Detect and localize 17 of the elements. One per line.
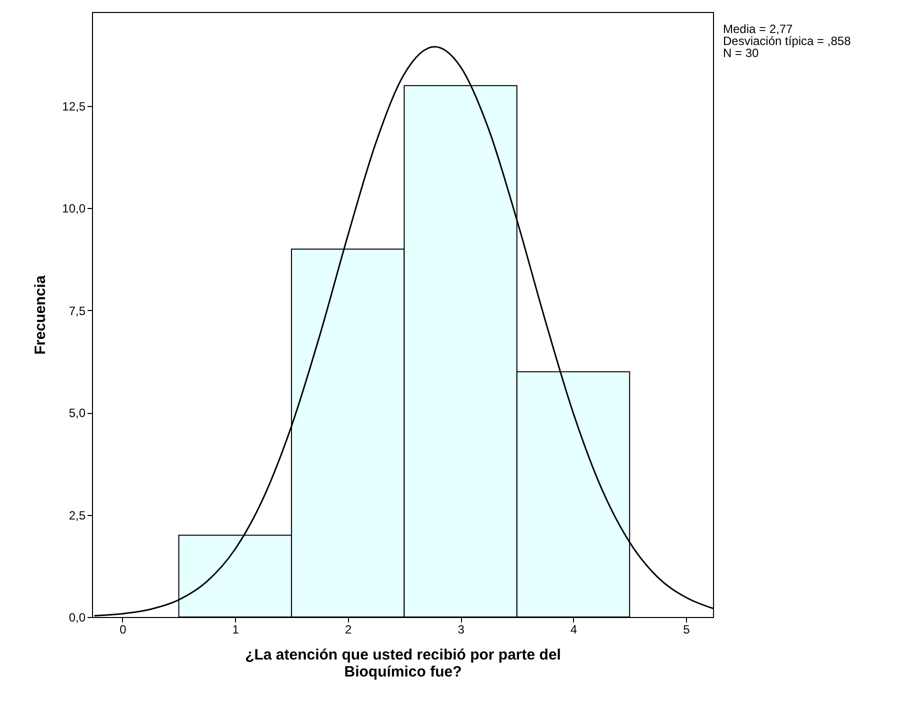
y-tick-label: 0,0	[68, 610, 86, 624]
x-tick-label: 4	[570, 622, 578, 636]
y-tick-label: 5,0	[68, 406, 86, 420]
x-axis-title: ¿La atención que usted recibió por parte del Bioquímico fue?	[245, 646, 561, 680]
y-tick-label: 7,5	[68, 304, 86, 318]
y-tick-label: 2,5	[68, 508, 86, 522]
x-tick-label: 2	[344, 622, 352, 636]
x-tick-label: 5	[683, 622, 690, 636]
x-tick-label: 0	[120, 622, 127, 636]
y-tick-label: 10,0	[62, 202, 86, 216]
x-tick-label: 1	[232, 622, 240, 636]
text: Desviación típica = ,858	[723, 34, 852, 48]
y-axis-title: Frecuencia	[32, 274, 50, 355]
y-tick-label: 12,5	[62, 100, 86, 114]
text: Media = 2,77	[723, 22, 794, 36]
x-tick-label: 3	[458, 622, 465, 636]
text: N = 30	[723, 46, 760, 60]
